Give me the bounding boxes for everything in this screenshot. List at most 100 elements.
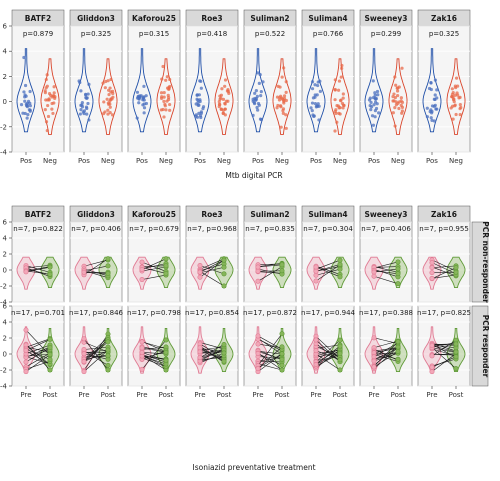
data-point-pos <box>21 111 25 115</box>
paired-line <box>199 263 225 271</box>
data-point-neg <box>43 91 47 95</box>
data-point-neg <box>456 84 460 88</box>
data-point-neg <box>220 87 224 91</box>
paired-line <box>199 350 225 361</box>
data-point-pos <box>255 94 259 98</box>
data-point-neg <box>393 75 397 79</box>
data-point-neg <box>164 108 168 112</box>
data-point-pos <box>429 81 433 85</box>
data-point-pre <box>139 266 145 272</box>
data-point-post <box>279 362 285 368</box>
paired-line <box>199 265 225 275</box>
data-point-pos <box>429 116 433 120</box>
data-point-pos <box>316 102 320 106</box>
data-point-pos <box>310 108 314 113</box>
data-point-pre <box>197 269 203 275</box>
data-point-neg <box>454 112 458 117</box>
top-panel-suliman2: Suliman2 p=0.522 Pos Neg <box>243 9 297 165</box>
bottom-row1-y-tick-label: -2 <box>0 367 7 375</box>
data-point-pre <box>371 269 377 275</box>
data-point-neg <box>337 79 342 83</box>
data-point-neg <box>393 124 397 128</box>
data-point-pre <box>371 358 377 364</box>
data-point-neg <box>159 91 164 95</box>
data-point-post <box>221 342 227 348</box>
data-point-neg <box>52 91 56 95</box>
data-point-post <box>221 358 227 364</box>
paired-line <box>25 270 51 275</box>
data-point-neg <box>284 113 288 117</box>
data-point-pos <box>26 113 30 117</box>
strip-title: Suliman4 <box>308 210 347 219</box>
data-point-pos <box>377 111 381 115</box>
paired-line <box>141 354 167 363</box>
x-tick-label: Pre <box>194 391 205 399</box>
violin-pos <box>16 48 36 133</box>
p-value-label: p=0.299 <box>371 30 401 38</box>
data-point-pos <box>252 100 256 105</box>
paired-line <box>141 261 167 272</box>
paired-line <box>431 356 457 368</box>
paired-line <box>373 346 399 370</box>
data-point-pos <box>434 107 438 111</box>
data-point-neg <box>168 108 172 112</box>
data-point-pos <box>23 93 27 97</box>
data-point-pos <box>258 73 262 77</box>
paired-line <box>257 333 283 366</box>
bottom-row1-y-tick-label: 6 <box>3 303 8 311</box>
data-point-pre <box>429 353 435 359</box>
paired-line <box>257 264 283 268</box>
paired-line <box>315 346 341 358</box>
data-point-pos <box>199 115 203 120</box>
data-point-pos <box>368 96 372 100</box>
data-point-neg <box>339 98 343 102</box>
data-point-pos <box>435 88 439 92</box>
data-point-neg <box>102 100 106 104</box>
data-point-neg <box>280 75 284 79</box>
strip-title: Sweeney3 <box>364 14 407 23</box>
paired-line <box>141 352 167 361</box>
bottom-row0-y-tick-label: 6 <box>3 219 8 227</box>
paired-line <box>431 266 457 277</box>
data-point-neg <box>44 98 48 102</box>
data-point-neg <box>341 96 345 100</box>
data-point-neg <box>400 66 404 70</box>
paired-line <box>373 342 399 357</box>
violin-neg <box>214 58 234 135</box>
paired-line <box>199 347 225 362</box>
data-point-neg <box>108 102 112 106</box>
paired-line <box>25 266 51 273</box>
data-point-pos <box>310 101 315 105</box>
data-point-neg <box>341 92 345 96</box>
data-point-neg <box>51 111 55 116</box>
n-p-value-label: n=7, p=0.406 <box>71 225 121 233</box>
x-tick-label: Neg <box>159 157 173 165</box>
paired-line <box>83 350 109 366</box>
x-tick-label: Post <box>391 391 406 399</box>
paired-line <box>25 354 51 372</box>
data-point-pos <box>256 108 260 112</box>
data-point-pos <box>251 97 255 101</box>
paired-line <box>199 259 225 278</box>
data-point-pos <box>371 79 375 83</box>
data-point-pos <box>251 113 255 117</box>
x-tick-label: Pos <box>310 157 322 165</box>
paired-line <box>199 271 225 287</box>
data-point-neg <box>336 88 341 92</box>
data-point-neg <box>161 64 165 69</box>
data-point-neg <box>458 112 462 117</box>
data-point-pre <box>313 278 319 284</box>
data-point-post <box>395 281 401 287</box>
violin-neg <box>98 58 118 135</box>
data-point-pos <box>87 118 91 122</box>
data-point-post <box>279 356 285 362</box>
bottom-row1-y-tick-label: -4 <box>0 383 8 391</box>
data-point-pos <box>85 96 89 100</box>
x-tick-label: Neg <box>333 157 347 165</box>
bottom-panel-kaforou25: Kaforou25 n=7, p=0.679 n=17, p=0.798 Pre Pos… <box>127 205 181 399</box>
data-point-neg <box>53 95 57 99</box>
bottom-panel-gliddon3: Gliddon3 n=7, p=0.406 n=17, p=0.846 Pre Post <box>69 205 124 399</box>
data-point-neg <box>335 120 339 124</box>
x-tick-label: Pos <box>136 157 148 165</box>
